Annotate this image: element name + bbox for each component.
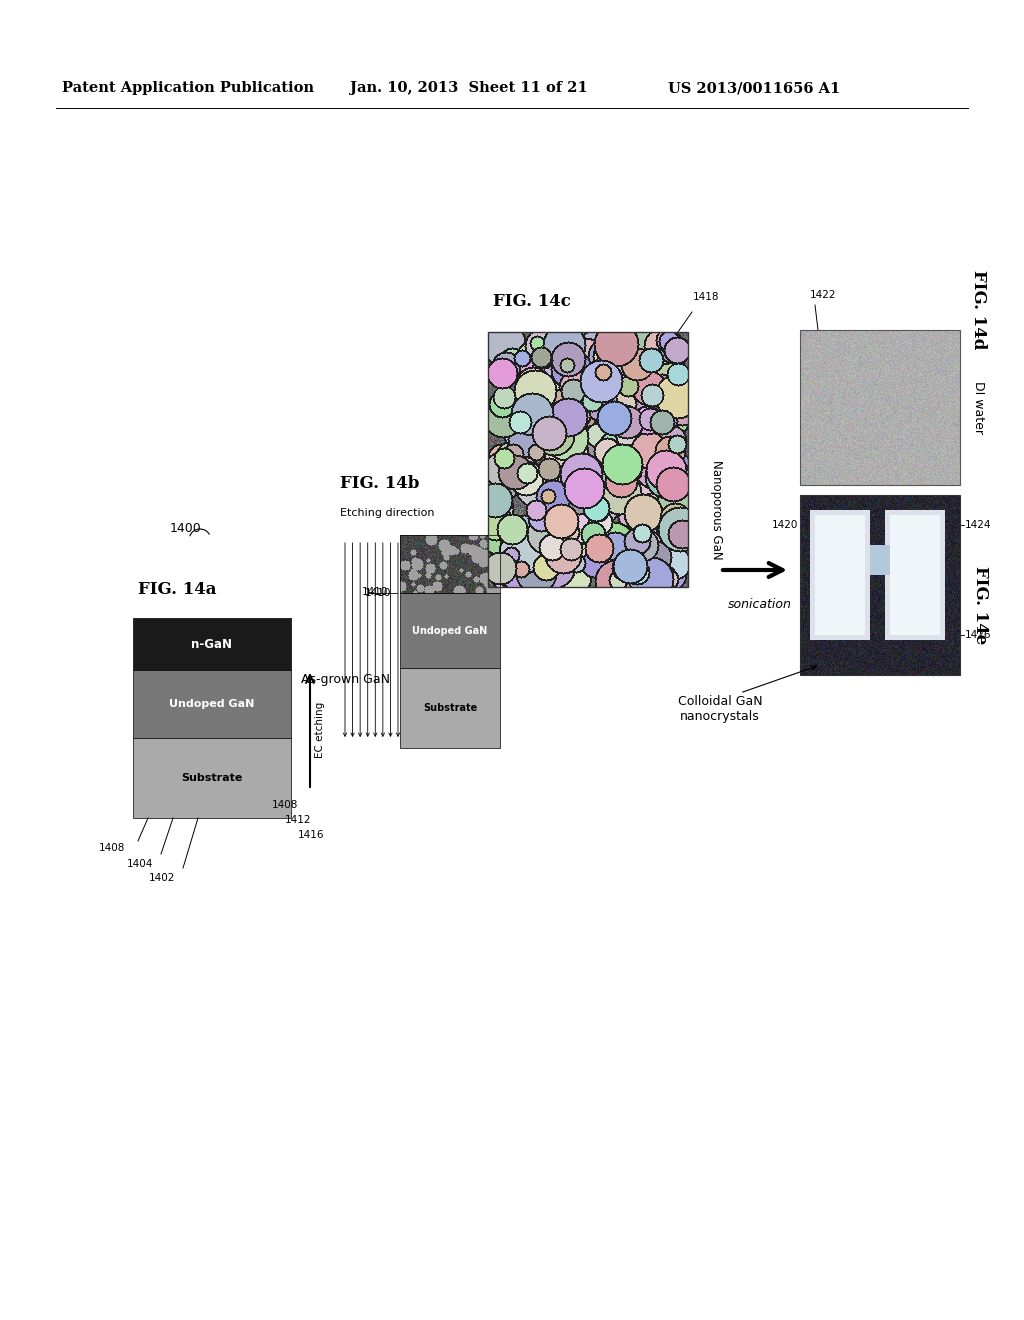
Text: n-GaN: n-GaN: [191, 638, 232, 651]
Text: 1402: 1402: [148, 873, 175, 883]
Text: As-grown GaN: As-grown GaN: [301, 673, 390, 686]
Bar: [800, 330, 961, 484]
Text: 1410: 1410: [362, 587, 388, 597]
Bar: [133, 618, 291, 671]
Text: FIG. 14b: FIG. 14b: [340, 474, 420, 491]
Bar: [800, 495, 961, 675]
Text: 1408: 1408: [98, 843, 125, 853]
Text: 1426: 1426: [965, 630, 991, 640]
Bar: [488, 333, 688, 587]
Text: 1422: 1422: [810, 290, 837, 300]
Text: 1418: 1418: [693, 292, 720, 302]
Bar: [400, 535, 500, 593]
Text: EC etching: EC etching: [315, 702, 325, 758]
Text: Substrate: Substrate: [423, 704, 477, 713]
Text: Patent Application Publication: Patent Application Publication: [62, 81, 314, 95]
Text: 1408: 1408: [272, 800, 298, 810]
Text: Substrate: Substrate: [181, 774, 243, 783]
Text: Etching direction: Etching direction: [340, 508, 434, 517]
Text: FIG. 14d: FIG. 14d: [970, 271, 987, 350]
Text: 1412: 1412: [285, 814, 311, 825]
Text: FIG. 14e: FIG. 14e: [972, 566, 989, 644]
Text: FIG. 14c: FIG. 14c: [493, 293, 570, 310]
Text: Colloidal GaN
nanocrystals: Colloidal GaN nanocrystals: [678, 696, 762, 723]
Text: 1404: 1404: [127, 859, 153, 869]
Text: US 2013/0011656 A1: US 2013/0011656 A1: [668, 81, 841, 95]
Text: Jan. 10, 2013  Sheet 11 of 21: Jan. 10, 2013 Sheet 11 of 21: [350, 81, 588, 95]
Text: 1420: 1420: [772, 520, 798, 531]
Text: Undoped GaN: Undoped GaN: [169, 700, 255, 709]
Bar: [400, 593, 500, 668]
Text: sonication: sonication: [728, 598, 792, 611]
Text: 1416: 1416: [298, 830, 325, 840]
Text: FIG. 14a: FIG. 14a: [138, 582, 216, 598]
Text: 1410: 1410: [365, 587, 391, 598]
Text: DI water: DI water: [972, 381, 985, 434]
Bar: [400, 668, 500, 748]
Text: Nanoporous GaN: Nanoporous GaN: [710, 459, 723, 560]
Bar: [133, 738, 291, 818]
Bar: [133, 671, 291, 738]
Text: 1400: 1400: [170, 521, 202, 535]
Text: 1424: 1424: [965, 520, 991, 531]
Text: Undoped GaN: Undoped GaN: [413, 626, 487, 635]
